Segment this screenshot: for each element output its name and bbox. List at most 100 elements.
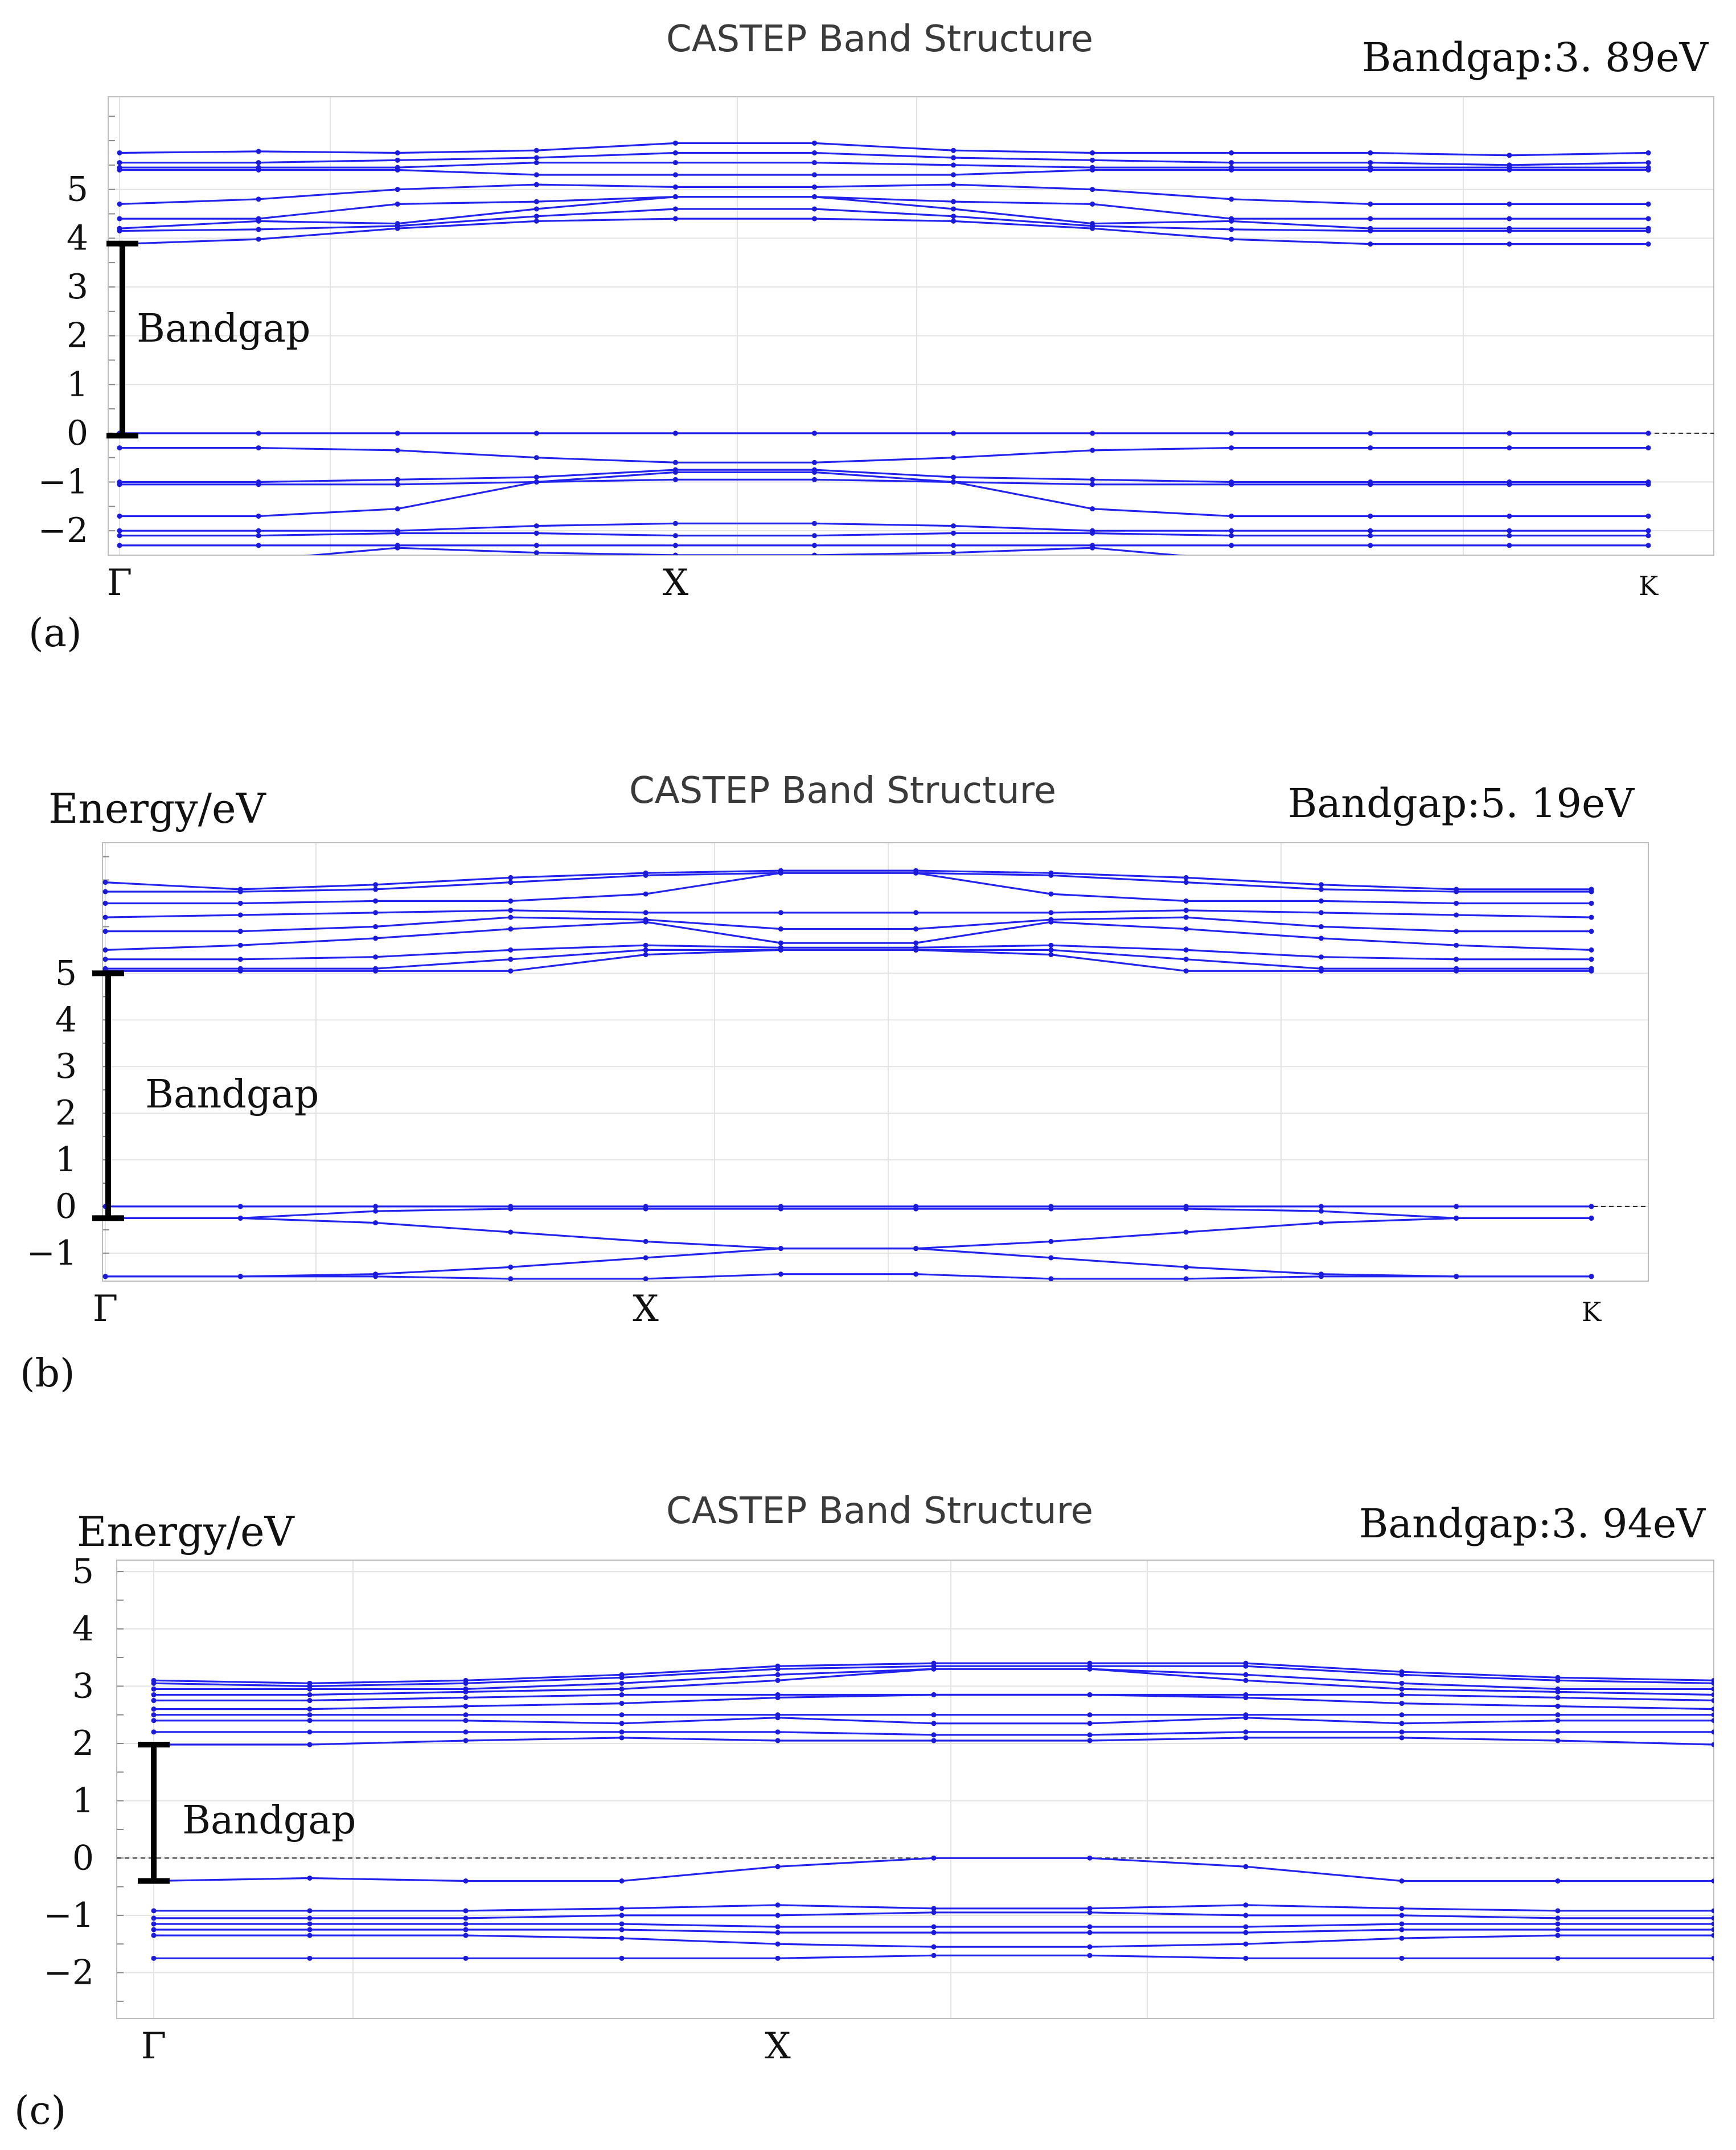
band-point xyxy=(775,1663,781,1669)
band-point xyxy=(1399,1935,1405,1941)
band-point xyxy=(256,445,261,451)
band-point xyxy=(307,1729,313,1735)
band-point xyxy=(811,184,817,190)
band-point xyxy=(463,1738,469,1743)
band-point xyxy=(811,172,817,178)
band-point xyxy=(775,1941,781,1947)
band-point xyxy=(102,880,108,885)
band-point xyxy=(1454,1215,1459,1221)
band-point xyxy=(1507,543,1512,548)
bandgap-annotation: Bandgap xyxy=(182,1798,356,1843)
band-point xyxy=(1368,150,1373,155)
band-point xyxy=(1087,1906,1093,1911)
band-point xyxy=(533,430,539,436)
band-point xyxy=(1555,1738,1561,1743)
band-c8 xyxy=(120,151,1649,166)
band-point xyxy=(1645,225,1651,231)
band-point xyxy=(102,947,108,953)
band-point xyxy=(1645,165,1651,170)
band-point xyxy=(1318,966,1324,971)
band-point xyxy=(395,187,400,192)
band-point xyxy=(508,875,514,880)
band-point xyxy=(508,1229,514,1235)
band-point xyxy=(1555,1955,1561,1961)
band-point xyxy=(1645,445,1651,451)
band-point xyxy=(619,1692,625,1697)
band-point xyxy=(151,1686,157,1692)
band-point xyxy=(1243,1660,1249,1666)
band-point xyxy=(1368,528,1373,534)
band-point xyxy=(1087,1721,1093,1726)
band-point xyxy=(1555,1704,1561,1709)
band-point xyxy=(1399,1686,1405,1692)
band-c6 xyxy=(120,169,1648,176)
band-point xyxy=(533,479,539,485)
band-point xyxy=(1229,482,1234,487)
band-point xyxy=(373,966,379,971)
band-point xyxy=(951,479,957,485)
y-tick-label: 0 xyxy=(55,1187,77,1226)
band-point xyxy=(951,155,957,161)
band-point xyxy=(619,1672,625,1677)
band-point xyxy=(1589,929,1594,934)
band-point xyxy=(237,900,243,906)
band-point xyxy=(151,1908,157,1914)
band-point xyxy=(1048,1255,1054,1261)
band-point xyxy=(1507,153,1512,158)
panel-label: (b) xyxy=(20,1351,75,1396)
band-point xyxy=(256,557,261,563)
y-tick-label: 3 xyxy=(67,267,88,307)
band-point xyxy=(643,870,649,876)
band-point xyxy=(463,1704,469,1709)
band-point xyxy=(508,898,514,904)
band-point xyxy=(1090,430,1095,436)
x-label-X: X xyxy=(663,562,689,604)
band-point xyxy=(619,1921,625,1927)
band-point xyxy=(643,942,649,948)
band-point xyxy=(1090,157,1095,163)
band-point xyxy=(1399,1913,1405,1918)
band-point xyxy=(1368,216,1373,221)
band-point xyxy=(778,1206,783,1212)
band-point xyxy=(931,1906,937,1911)
band-point xyxy=(775,1712,781,1718)
band-point xyxy=(951,162,957,168)
band-point xyxy=(619,1712,625,1718)
band-point xyxy=(1399,1669,1405,1675)
band-point xyxy=(1090,477,1095,482)
band-point xyxy=(1646,563,1651,568)
band-point xyxy=(533,206,539,212)
band-point xyxy=(643,1206,649,1212)
band-point xyxy=(1555,1718,1561,1724)
band-point xyxy=(307,1718,313,1724)
band-point xyxy=(1454,912,1459,918)
band-point xyxy=(373,898,379,904)
band-point xyxy=(508,957,514,962)
band-point xyxy=(395,545,400,551)
band-point xyxy=(102,957,108,962)
band-point xyxy=(395,482,400,487)
band-point xyxy=(1229,227,1234,232)
band-v7 xyxy=(120,532,1648,537)
band-point xyxy=(1048,1206,1054,1212)
band-point xyxy=(395,477,400,482)
band-point xyxy=(508,968,514,974)
band-point xyxy=(508,1264,514,1270)
band-point xyxy=(1183,1264,1189,1270)
band-point xyxy=(1090,187,1095,192)
band-point xyxy=(643,1255,649,1261)
band-point xyxy=(307,1927,313,1932)
band-point xyxy=(1229,445,1234,451)
y-tick-label: 2 xyxy=(67,316,88,356)
band-point xyxy=(811,206,817,212)
band-point xyxy=(395,221,400,227)
band-point xyxy=(1087,1732,1093,1738)
band-v2 xyxy=(120,446,1648,463)
band-point xyxy=(307,1680,313,1686)
band-point xyxy=(1711,1686,1714,1692)
band-point xyxy=(931,1721,937,1726)
band-point xyxy=(1399,1927,1405,1932)
band-point xyxy=(1711,1677,1714,1683)
band-point xyxy=(1711,1712,1714,1718)
band-point xyxy=(619,1735,625,1741)
